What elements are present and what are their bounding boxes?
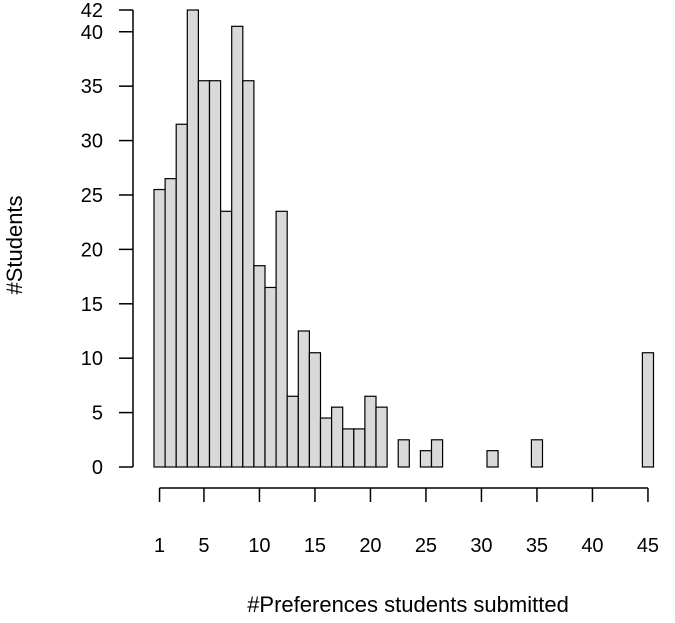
bar-10: [253, 265, 266, 468]
y-tick-label-15: 15: [81, 294, 103, 316]
bar-14: [297, 330, 310, 468]
bar-19: [353, 428, 366, 468]
y-tick-label-35: 35: [81, 76, 103, 98]
y-tick-label-30: 30: [81, 131, 103, 153]
bar-35: [530, 439, 544, 468]
bar-45: [641, 352, 655, 468]
x-axis: 1 5 10 15 20 25 30 35 40 45: [154, 487, 659, 557]
bar-25: [419, 450, 433, 468]
bar-2: [164, 178, 177, 468]
y-tick-label-5: 5: [92, 403, 103, 425]
x-axis-title: #Preferences students submitted: [247, 592, 569, 617]
x-tick-label-20: 20: [359, 535, 381, 557]
x-tick-label-5: 5: [198, 535, 209, 557]
bar-18: [342, 428, 355, 468]
bar-23: [397, 439, 410, 468]
bar-15: [308, 352, 322, 468]
x-tick-label-1: 1: [154, 535, 165, 557]
y-tick-label-0: 0: [92, 457, 103, 479]
bar-5: [197, 80, 211, 468]
x-tick-label-35: 35: [526, 535, 548, 557]
bar-1: [153, 188, 166, 468]
bar-20: [364, 395, 377, 468]
bar-26: [430, 439, 444, 468]
y-tick-label-42: 42: [81, 0, 103, 22]
bar-7: [220, 210, 233, 468]
x-tick-label-10: 10: [248, 535, 270, 557]
y-tick-label-25: 25: [81, 185, 103, 207]
bar-16: [319, 417, 333, 468]
y-axis-title: #Students: [2, 195, 27, 294]
bar-17: [331, 406, 344, 468]
y-tick-label-20: 20: [81, 239, 103, 261]
bar-8: [231, 25, 244, 468]
bars-group: [153, 9, 655, 468]
bar-13: [286, 395, 299, 468]
bar-21: [375, 406, 388, 468]
bar-12: [275, 210, 288, 468]
x-tick-label-40: 40: [581, 535, 603, 557]
y-tick-label-10: 10: [81, 348, 103, 370]
x-tick-label-25: 25: [415, 535, 437, 557]
y-tick-label-40: 40: [81, 22, 103, 44]
x-tick-label-15: 15: [304, 535, 326, 557]
bar-9: [242, 80, 255, 468]
x-tick-label-45: 45: [637, 535, 659, 557]
bar-3: [175, 123, 188, 468]
bar-4: [186, 9, 200, 468]
x-tick-label-30: 30: [470, 535, 492, 557]
bar-31: [486, 450, 499, 468]
bar-6: [208, 80, 222, 468]
bar-11: [264, 286, 277, 468]
